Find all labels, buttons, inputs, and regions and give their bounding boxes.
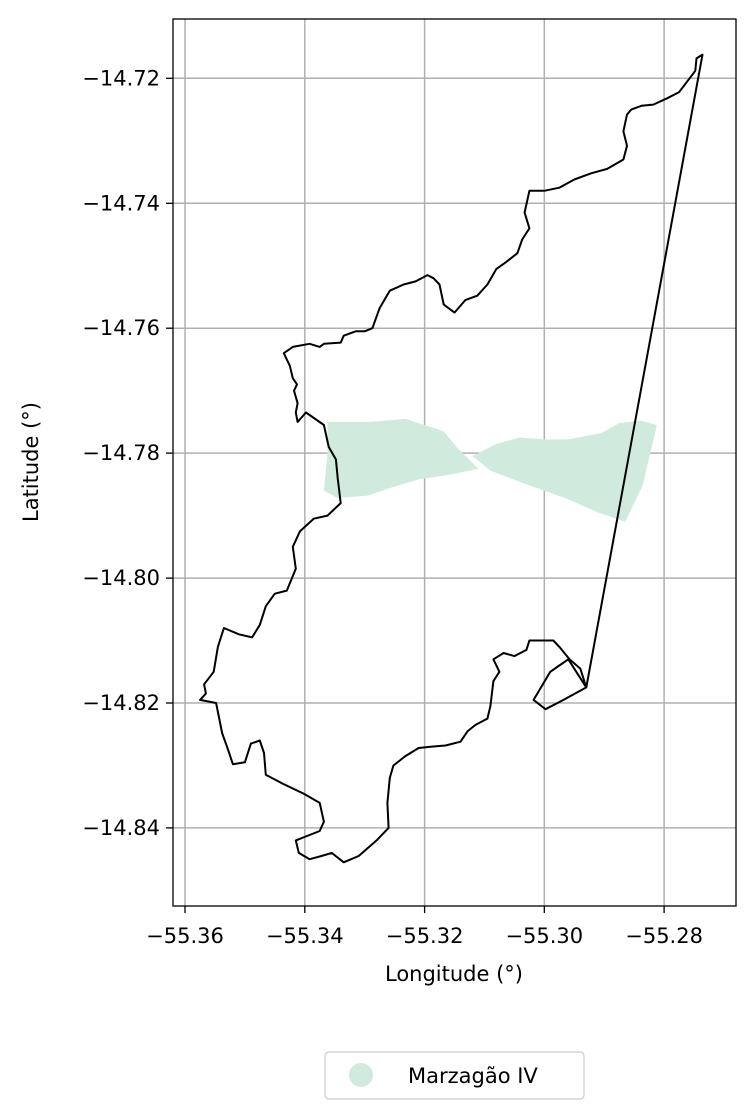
x-tick-label: −55.36 [146,924,224,948]
legend-marker-marzagao-iv [349,1063,373,1087]
y-tick-label: −14.78 [82,441,160,465]
legend-box [324,1051,585,1100]
y-tick-label: −14.76 [82,316,160,340]
boundary-outline [199,53,704,864]
polygon-marzagao-iv [323,418,479,499]
x-axis-label: Longitude (°) [385,962,523,986]
legend: Marzagão IV [324,1051,585,1100]
polygon-layer [323,418,657,522]
y-tick-label: −14.82 [82,691,160,715]
y-tick-label: −14.74 [82,191,160,215]
y-tick-label: −14.80 [82,566,160,590]
y-tick-label: −14.72 [82,66,160,90]
boundary-layer [199,53,704,864]
x-tick-label: −55.34 [266,924,344,948]
grid-layer [173,19,736,906]
tick-layer: −55.36 −55.34 −55.32 −55.30 −55.28 −14.72 −14.… [82,66,703,948]
x-tick-label: −55.32 [386,924,464,948]
x-tick-label: −55.30 [505,924,583,948]
legend-label-marzagao-iv: Marzagão IV [408,1064,538,1088]
polygon-marzagao-iv [472,420,657,522]
y-tick-label: −14.84 [82,816,160,840]
y-axis-label: Latitude (°) [19,402,43,522]
axes-frame [172,18,737,907]
x-tick-label: −55.28 [625,924,703,948]
